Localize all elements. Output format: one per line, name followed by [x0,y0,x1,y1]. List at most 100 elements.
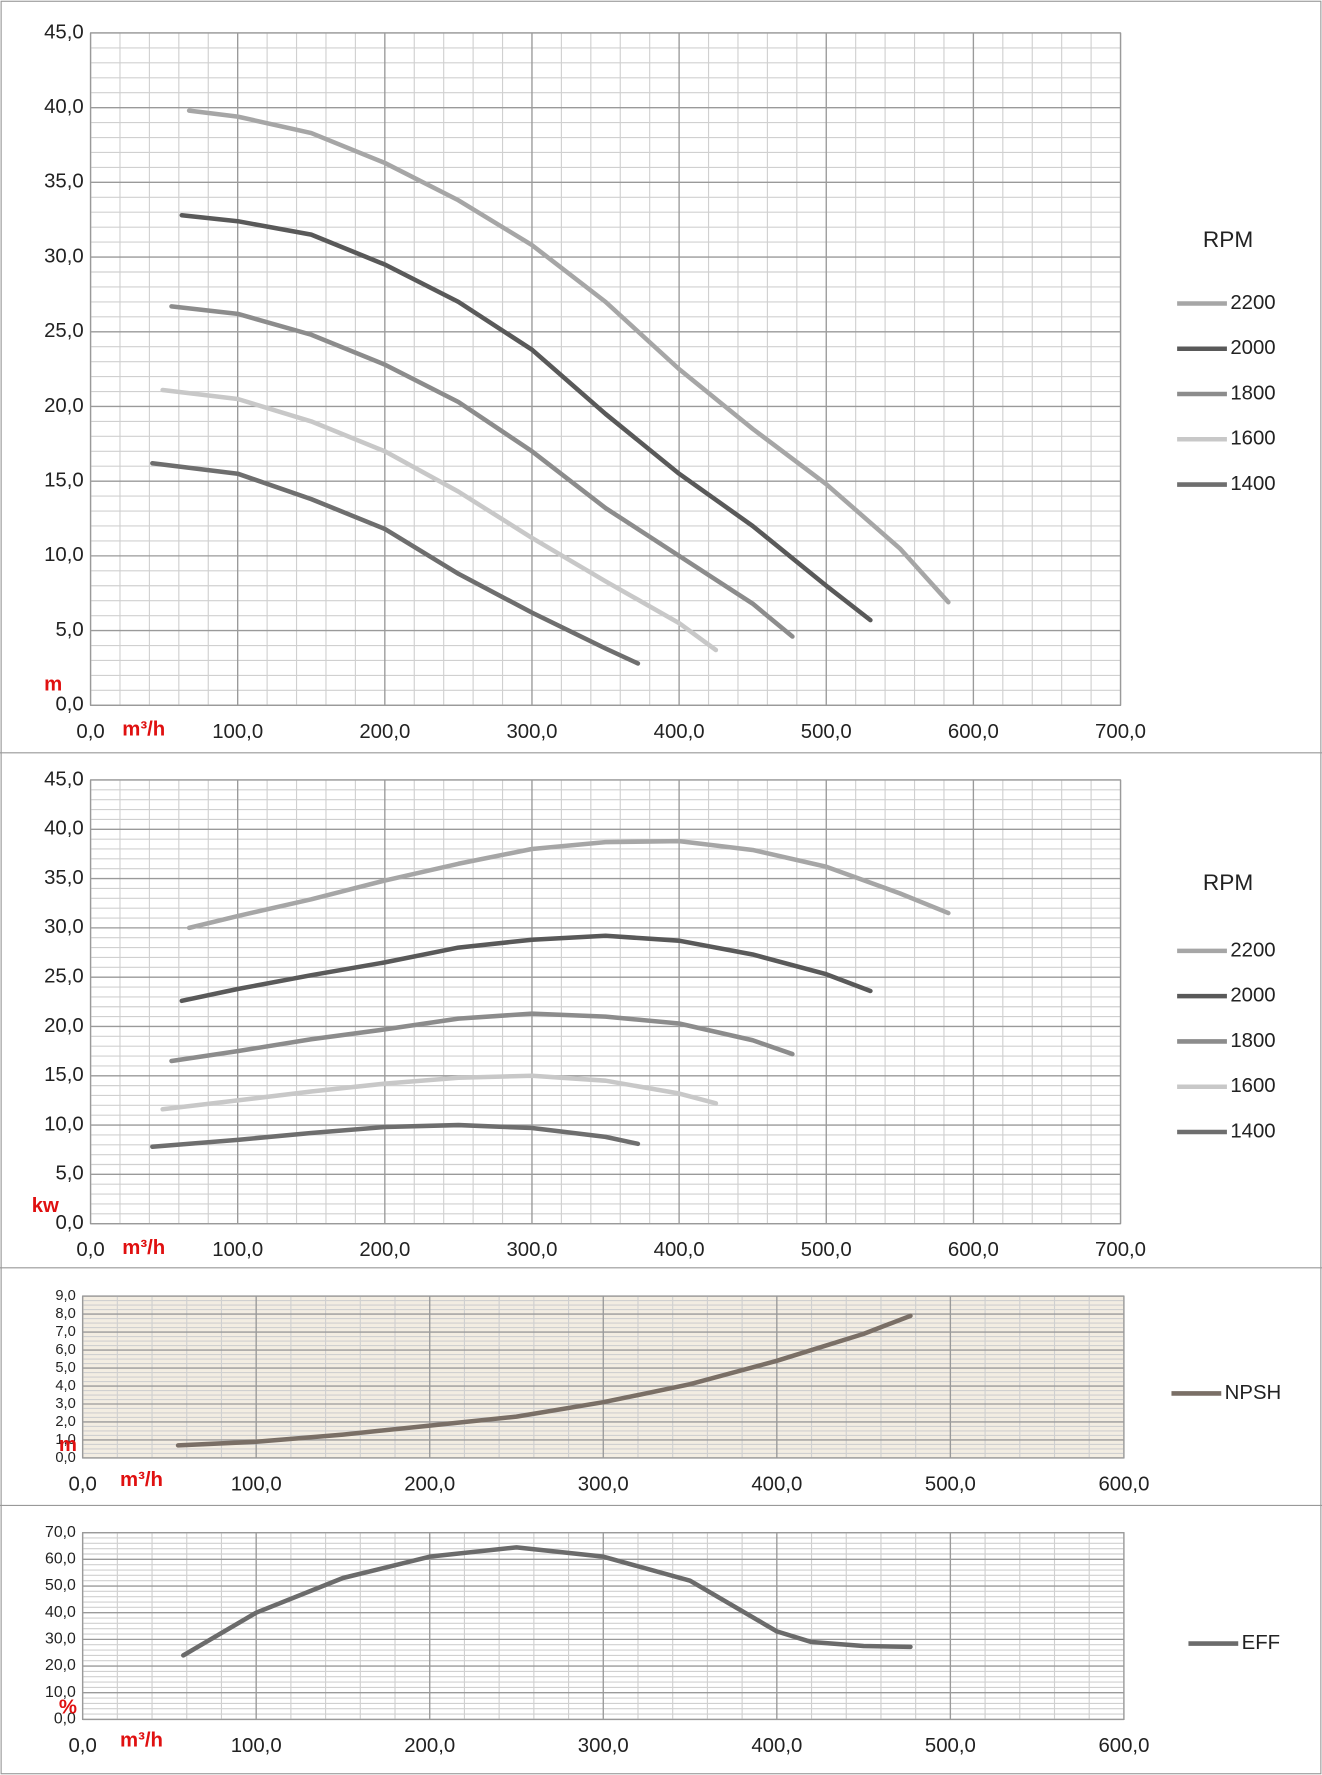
x-tick-label: 600,0 [948,1239,999,1261]
legend-label: 1600 [1230,428,1275,450]
legend-label: 2200 [1230,939,1275,961]
x-tick-label: 100,0 [231,1735,282,1757]
y-tick-label: 9,0 [55,1288,75,1304]
y-tick-label: 20,0 [44,1015,84,1037]
x-tick-label: 0,0 [76,721,104,743]
y-tick-label: 45,0 [44,768,84,790]
x-tick-label: 300,0 [506,1239,557,1261]
legend-label: 1600 [1230,1075,1275,1097]
y-tick-label: 2,0 [55,1414,75,1430]
y-tick-label: 8,0 [55,1306,75,1322]
plot-area [89,32,1122,706]
legend-label: 1800 [1230,382,1275,404]
curve [186,838,951,931]
x-tick-label: 600,0 [1098,1735,1149,1757]
y-tick-label: 20,0 [44,395,84,417]
plot-area [89,779,1122,1225]
y-unit-label: m [59,1434,77,1456]
curve [179,933,873,1004]
legend-label: EFF [1242,1632,1280,1654]
y-tick-label: 5,0 [55,1163,83,1185]
legend-title: RPM [1203,870,1253,895]
y-tick-label: 10,0 [44,544,84,566]
x-tick-label: 500,0 [801,721,852,743]
legend-label: 1800 [1230,1030,1275,1052]
legend-title: RPM [1203,227,1253,252]
y-tick-label: 4,0 [55,1378,75,1394]
x-tick-label: 100,0 [231,1473,282,1495]
y-tick-label: 30,0 [44,245,84,267]
y-tick-label: 25,0 [44,966,84,988]
legend-label: 2200 [1230,292,1275,314]
x-tick-label: 600,0 [948,721,999,743]
x-tick-label: 600,0 [1098,1473,1149,1495]
y-tick-label: 5,0 [55,619,83,641]
x-tick-label: 200,0 [359,1239,410,1261]
x-unit-label: m³/h [122,1237,165,1259]
x-tick-label: 200,0 [359,721,410,743]
y-tick-label: 0,0 [55,1450,75,1466]
y-tick-label: 30,0 [44,916,84,938]
x-tick-label: 700,0 [1095,721,1146,743]
y-tick-label: 5,0 [55,1360,75,1376]
y-tick-label: 15,0 [44,470,84,492]
y-tick-label: 50,0 [45,1577,76,1594]
y-tick-label: 25,0 [44,320,84,342]
curve [150,1122,641,1150]
x-tick-label: 100,0 [212,721,263,743]
legend-label: NPSH [1225,1382,1282,1404]
curve [169,1011,795,1064]
x-tick-label: 300,0 [506,721,557,743]
y-tick-label: 35,0 [44,171,84,193]
y-tick-label: 1,0 [55,1432,75,1448]
y-tick-label: 0,0 [54,1711,76,1728]
y-tick-label: 40,0 [45,1604,76,1621]
x-tick-label: 0,0 [76,1239,104,1261]
x-tick-label: 400,0 [751,1473,802,1495]
x-tick-label: 700,0 [1095,1239,1146,1261]
y-tick-label: 10,0 [44,1113,84,1135]
y-tick-label: 30,0 [45,1631,76,1648]
x-tick-label: 300,0 [578,1473,629,1495]
x-tick-label: 300,0 [578,1735,629,1757]
y-tick-label: 20,0 [45,1657,76,1674]
curve [169,304,795,639]
y-tick-label: 6,0 [55,1342,75,1358]
x-unit-label: m³/h [120,1729,163,1751]
y-tick-label: 35,0 [44,867,84,889]
y-tick-label: 60,0 [45,1551,76,1568]
legend-label: 2000 [1230,985,1275,1007]
y-tick-label: 0,0 [55,1212,83,1234]
y-tick-label: 45,0 [44,21,84,43]
y-tick-label: 40,0 [44,818,84,840]
curve [160,1073,719,1112]
legend-label: 2000 [1230,337,1275,359]
x-tick-label: 500,0 [925,1473,976,1495]
x-tick-label: 200,0 [404,1473,455,1495]
x-tick-label: 200,0 [404,1735,455,1757]
y-unit-label: kw [32,1195,59,1217]
x-tick-label: 400,0 [654,1239,705,1261]
curve [150,460,641,666]
y-unit-label: m [44,673,62,695]
curve [186,108,951,605]
x-tick-label: 500,0 [801,1239,852,1261]
y-unit-label: % [59,1696,77,1718]
x-unit-label: m³/h [120,1469,163,1491]
y-tick-label: 40,0 [44,96,84,118]
x-tick-label: 0,0 [68,1473,96,1495]
curve [179,212,873,623]
y-tick-label: 3,0 [55,1396,75,1412]
legend-label: 1400 [1230,473,1275,495]
x-tick-label: 500,0 [925,1735,976,1757]
y-tick-label: 7,0 [55,1324,75,1340]
curve [175,1313,913,1448]
y-tick-label: 10,0 [45,1684,76,1701]
curve [160,387,719,653]
x-tick-label: 100,0 [212,1239,263,1261]
y-tick-label: 0,0 [55,694,83,716]
x-tick-label: 400,0 [654,721,705,743]
curve [181,1545,913,1658]
y-tick-label: 70,0 [45,1524,76,1541]
